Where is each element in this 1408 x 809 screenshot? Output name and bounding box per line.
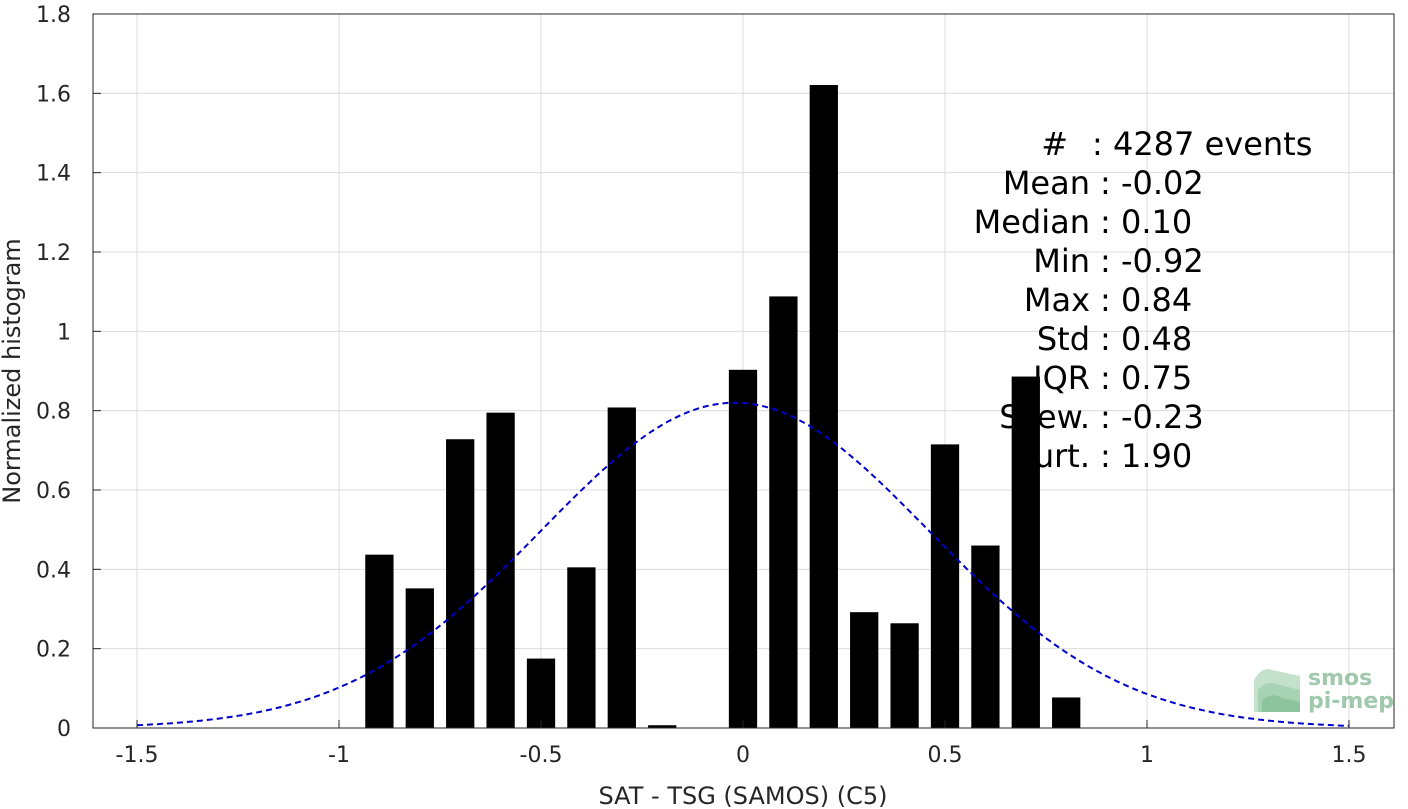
histogram-bar [405, 588, 434, 728]
histogram-bar [526, 658, 556, 728]
y-tick-label: 1 [57, 320, 71, 345]
x-tick-label: -1.5 [116, 743, 159, 768]
stat-value: : -0.23 [1100, 398, 1204, 436]
y-tick-label: 0.4 [36, 558, 71, 583]
stat-label: Mean [1003, 164, 1090, 202]
histogram-bar [486, 412, 515, 728]
histogram-bar [769, 296, 798, 728]
gaussian-fit-curve [136, 401, 1350, 727]
histogram-bar [728, 369, 758, 728]
stat-value: : -0.92 [1100, 242, 1204, 280]
histogram-bar [971, 545, 1000, 728]
y-tick-label: 1.6 [36, 82, 71, 107]
stat-value: : 0.10 [1100, 203, 1192, 241]
stat-label: Max [1024, 281, 1090, 319]
stat-value: : 0.75 [1100, 359, 1192, 397]
histogram-bar [809, 85, 838, 728]
x-tick-label: 0.5 [928, 743, 963, 768]
logo-line2: pi-mep [1308, 689, 1394, 714]
y-tick-label: 1.8 [36, 3, 71, 28]
histogram-bar [930, 444, 960, 728]
histogram-bar [648, 725, 677, 728]
y-axis-label: Normalized histogram [0, 238, 26, 503]
histogram-bar [446, 439, 475, 728]
stat-label: Min [1033, 242, 1090, 280]
histogram-bar [1052, 697, 1081, 728]
stat-label: # [1041, 125, 1068, 163]
y-tick-label: 0 [57, 717, 71, 742]
y-axis-ticks: 0 0.2 0.4 0.6 0.8 1 1.2 1.4 1.6 1.8 [36, 3, 101, 742]
histogram-bar [890, 623, 919, 728]
x-tick-label: -1 [328, 743, 350, 768]
x-axis-ticks: -1.5 -1 -0.5 0 0.5 1 1.5 [116, 720, 1367, 768]
x-tick-label: -0.5 [520, 743, 563, 768]
y-tick-label: 0.8 [36, 400, 71, 425]
x-tick-label: 1.5 [1332, 743, 1367, 768]
histogram-bar [1011, 376, 1040, 728]
stat-value: : 0.84 [1100, 281, 1192, 319]
stat-value: : 4287 events [1092, 125, 1312, 163]
y-tick-label: 0.6 [36, 479, 71, 504]
stat-value: : -0.02 [1100, 164, 1204, 202]
histogram-bar [567, 567, 596, 728]
histogram-bar [850, 612, 879, 728]
stat-label: Median [974, 203, 1090, 241]
wave-logo-icon [1254, 669, 1300, 712]
x-tick-label: 0 [736, 743, 750, 768]
stat-label: IQR [1033, 359, 1090, 397]
smos-pimep-logo: smos pi-mep [1254, 666, 1394, 714]
histogram-bar [607, 407, 636, 728]
stat-label: Kurt. [1014, 437, 1090, 475]
stat-value: : 0.48 [1100, 320, 1192, 358]
histogram-bars [365, 85, 1081, 728]
stat-label: Std [1037, 320, 1090, 358]
stat-label: Skew. [999, 398, 1090, 436]
y-tick-label: 1.4 [36, 162, 71, 187]
x-axis-label: SAT - TSG (SAMOS) (C5) [599, 782, 888, 809]
y-tick-label: 0.2 [36, 638, 71, 663]
x-tick-label: 1 [1140, 743, 1154, 768]
y-tick-label: 1.2 [36, 241, 71, 266]
histogram-bar [365, 554, 394, 728]
stat-value: : 1.90 [1100, 437, 1192, 475]
logo-line1: smos [1308, 666, 1372, 691]
